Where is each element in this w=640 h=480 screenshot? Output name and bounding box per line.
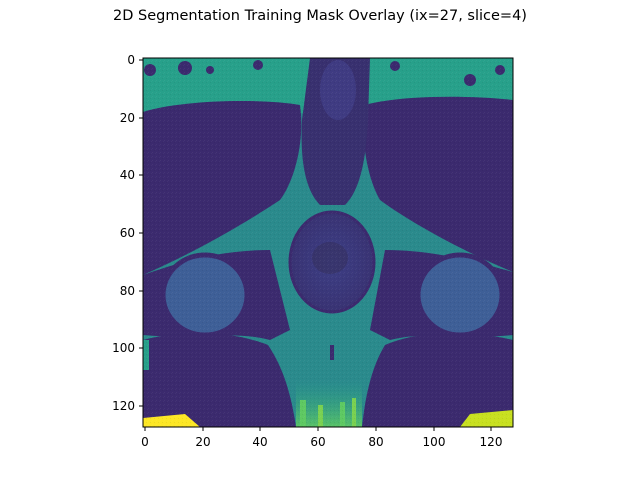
x-tick-label: 0: [141, 435, 149, 449]
x-tick-label: 60: [310, 435, 325, 449]
y-axis: 0 20 40 60 80 100 120: [112, 53, 143, 413]
y-tick-label: 60: [120, 226, 135, 240]
mri-image: [143, 58, 513, 427]
x-tick-label: 100: [423, 435, 446, 449]
y-tick-label: 120: [112, 399, 135, 413]
y-tick-label: 80: [120, 284, 135, 298]
x-tick-label: 20: [195, 435, 210, 449]
y-tick-label: 40: [120, 168, 135, 182]
y-tick-label: 0: [127, 53, 135, 67]
y-tick-label: 20: [120, 111, 135, 125]
x-tick-label: 120: [480, 435, 503, 449]
x-tick-label: 40: [252, 435, 267, 449]
y-tick-label: 100: [112, 341, 135, 355]
x-tick-label: 80: [368, 435, 383, 449]
figure-title: 2D Segmentation Training Mask Overlay (i…: [113, 8, 527, 24]
x-axis: 0 20 40 60 80 100 120: [141, 427, 502, 449]
axes-frame: [142, 57, 514, 428]
